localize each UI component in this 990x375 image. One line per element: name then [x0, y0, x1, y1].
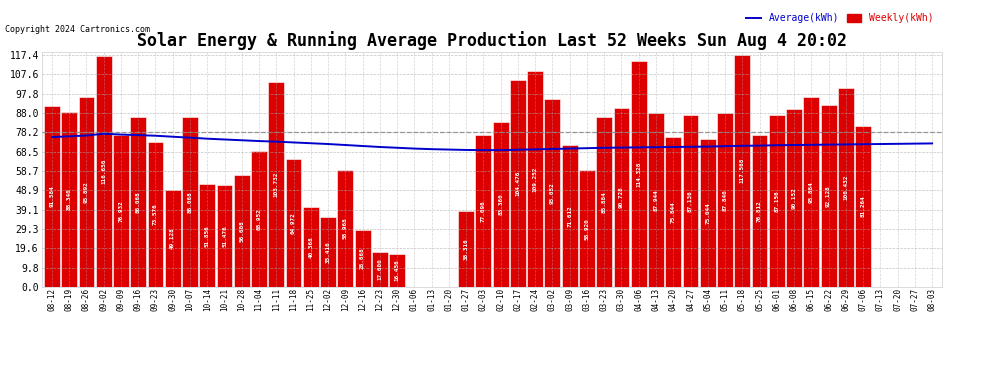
Bar — [96, 56, 112, 287]
Text: 87.156: 87.156 — [774, 190, 779, 211]
Bar — [458, 211, 474, 287]
Bar — [148, 141, 163, 287]
Text: 38.316: 38.316 — [463, 238, 468, 260]
Bar — [61, 112, 77, 287]
Text: 114.328: 114.328 — [637, 161, 642, 187]
Text: 100.432: 100.432 — [843, 175, 848, 200]
Text: 83.360: 83.360 — [498, 194, 503, 215]
Bar — [648, 113, 664, 287]
Text: 16.456: 16.456 — [395, 260, 400, 282]
Text: 91.584: 91.584 — [50, 186, 54, 207]
Text: 95.052: 95.052 — [549, 182, 555, 204]
Text: 17.600: 17.600 — [377, 259, 382, 280]
Text: 81.264: 81.264 — [860, 196, 865, 217]
Bar — [44, 106, 59, 287]
Text: 116.656: 116.656 — [101, 159, 106, 184]
Bar — [286, 159, 302, 287]
Bar — [751, 135, 767, 287]
Bar — [596, 117, 612, 287]
Bar — [199, 184, 215, 287]
Bar — [338, 170, 353, 287]
Text: 95.892: 95.892 — [84, 181, 89, 203]
Bar — [769, 115, 785, 287]
Text: 103.732: 103.732 — [274, 172, 279, 197]
Text: 90.152: 90.152 — [792, 187, 797, 209]
Text: 104.476: 104.476 — [516, 171, 521, 196]
Bar — [372, 252, 388, 287]
Text: 71.612: 71.612 — [567, 205, 572, 227]
Bar — [700, 139, 716, 287]
Bar — [786, 109, 802, 287]
Text: 51.476: 51.476 — [222, 225, 227, 247]
Bar — [475, 135, 491, 287]
Bar — [544, 99, 560, 287]
Text: 86.068: 86.068 — [187, 191, 192, 213]
Text: 76.932: 76.932 — [119, 200, 124, 222]
Bar — [493, 122, 509, 287]
Text: 49.128: 49.128 — [170, 228, 175, 249]
Text: 75.044: 75.044 — [705, 202, 710, 223]
Text: 87.944: 87.944 — [653, 189, 658, 211]
Bar — [320, 217, 336, 287]
Bar — [131, 117, 147, 287]
Bar — [855, 126, 871, 287]
Text: 76.812: 76.812 — [757, 200, 762, 222]
Text: 58.920: 58.920 — [584, 218, 589, 240]
Bar — [164, 190, 181, 287]
Text: 95.884: 95.884 — [809, 181, 814, 203]
Title: Solar Energy & Running Average Production Last 52 Weeks Sun Aug 4 20:02: Solar Energy & Running Average Productio… — [137, 31, 847, 50]
Bar — [217, 185, 233, 287]
Bar — [838, 88, 853, 287]
Legend: Average(kWh), Weekly(kWh): Average(kWh), Weekly(kWh) — [742, 10, 938, 27]
Text: 90.728: 90.728 — [619, 186, 624, 208]
Bar — [251, 151, 267, 287]
Text: 35.416: 35.416 — [326, 241, 331, 263]
Bar — [561, 146, 577, 287]
Bar — [389, 254, 405, 287]
Bar — [528, 71, 544, 287]
Bar — [579, 171, 595, 287]
Text: 28.668: 28.668 — [360, 248, 365, 269]
Text: 58.968: 58.968 — [343, 218, 347, 240]
Bar — [303, 207, 319, 287]
Text: 73.576: 73.576 — [153, 203, 158, 225]
Text: 109.252: 109.252 — [533, 166, 538, 192]
Text: 51.856: 51.856 — [205, 225, 210, 246]
Bar — [631, 61, 646, 287]
Bar — [682, 115, 698, 287]
Text: 86.068: 86.068 — [136, 191, 141, 213]
Bar — [717, 113, 733, 287]
Text: Copyright 2024 Cartronics.com: Copyright 2024 Cartronics.com — [5, 25, 149, 34]
Text: 117.568: 117.568 — [740, 158, 744, 183]
Bar — [510, 81, 526, 287]
Bar — [803, 98, 820, 287]
Text: 77.096: 77.096 — [481, 200, 486, 222]
Bar — [735, 55, 750, 287]
Bar — [821, 105, 837, 287]
Text: 56.608: 56.608 — [240, 220, 245, 242]
Text: 68.952: 68.952 — [256, 208, 261, 230]
Text: 87.136: 87.136 — [688, 190, 693, 211]
Bar — [614, 108, 630, 287]
Text: 92.128: 92.128 — [826, 185, 831, 207]
Text: 64.972: 64.972 — [291, 212, 296, 234]
Text: 75.844: 75.844 — [671, 201, 676, 223]
Bar — [78, 98, 94, 287]
Bar — [354, 230, 370, 287]
Bar — [665, 137, 681, 287]
Text: 85.884: 85.884 — [602, 191, 607, 213]
Text: 88.340: 88.340 — [66, 189, 71, 210]
Bar — [113, 135, 129, 287]
Bar — [182, 117, 198, 287]
Bar — [268, 82, 284, 287]
Text: 87.840: 87.840 — [723, 189, 728, 211]
Text: 40.368: 40.368 — [308, 236, 313, 258]
Bar — [234, 175, 249, 287]
